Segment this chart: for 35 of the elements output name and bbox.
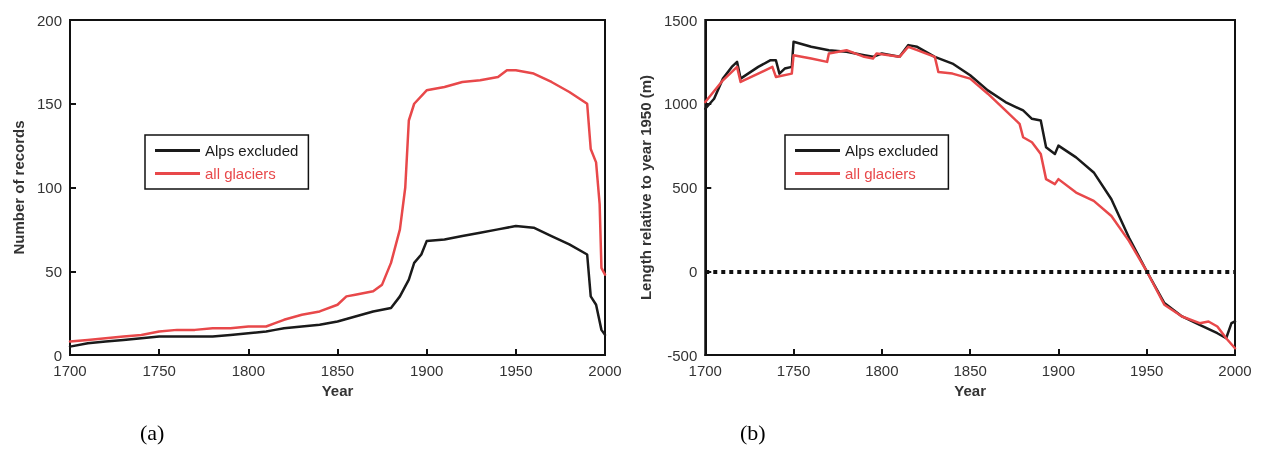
x-tick-label: 1800: [865, 362, 899, 379]
x-axis-title: Year: [321, 382, 354, 399]
legend-label: all glaciers: [845, 165, 916, 182]
line-series: [68, 69, 607, 343]
y-tick-label: 0: [688, 262, 698, 280]
y-tick-label: 1000: [663, 95, 698, 113]
y-tick-label: 200: [36, 11, 62, 29]
x-tick-label: 1750: [142, 362, 176, 379]
x-tick-label: 1750: [776, 362, 811, 379]
y-tick-label: 100: [36, 179, 62, 196]
x-tick-label: 1850: [320, 362, 355, 379]
x-tick-label: 1950: [499, 362, 533, 379]
x-tick-label: 1950: [1130, 362, 1164, 379]
x-tick-label: 1700: [53, 362, 87, 379]
y-tick-label: 500: [672, 179, 698, 196]
x-tick-label: 1850: [953, 362, 987, 379]
x-axis-title: Year: [954, 382, 987, 399]
x-tick-label: 1700: [688, 362, 722, 379]
x-tick-label: 2000: [1218, 362, 1252, 379]
y-tick-label: -500: [667, 346, 698, 364]
x-tick-label: 1900: [1041, 362, 1076, 379]
y-axis-title: Length relative to year 1950 (m): [637, 74, 654, 301]
text: (a): [140, 420, 165, 446]
y-axis-title: Number of records: [10, 120, 28, 255]
text: (b): [740, 420, 766, 446]
legend-label: all glaciers: [205, 165, 276, 182]
x-tick-label: 1800: [231, 362, 266, 379]
legend-label: Alps excluded: [205, 142, 299, 159]
legend-label: Alps excluded: [845, 142, 939, 159]
x-tick-label: 1900: [409, 362, 444, 379]
y-tick-label: 50: [45, 262, 62, 280]
y-tick-label: 150: [36, 95, 62, 113]
y-tick-label: 1500: [663, 11, 698, 29]
y-tick-label: 0: [53, 346, 62, 364]
x-tick-label: 2000: [588, 362, 622, 379]
